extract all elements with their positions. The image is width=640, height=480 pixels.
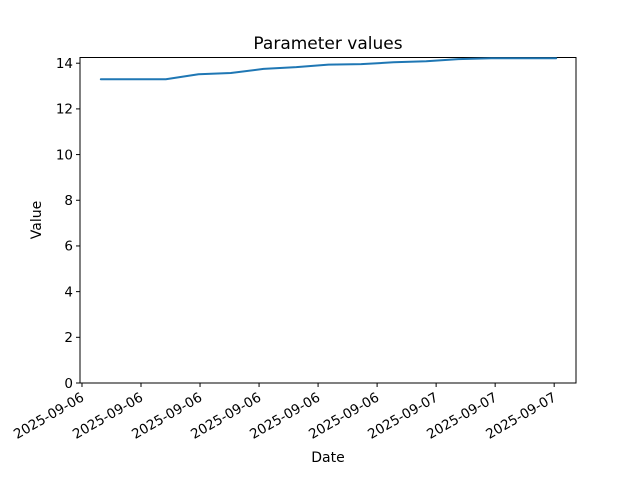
y-tick-label: 10 — [56, 147, 73, 163]
x-axis-label: Date — [311, 450, 344, 466]
y-tick-label: 6 — [64, 239, 73, 255]
y-axis-label: Value — [29, 201, 45, 239]
plot-area: 024681012142025-09-062025-09-062025-09-0… — [11, 56, 577, 443]
y-tick-label: 8 — [64, 193, 73, 209]
y-tick-label: 12 — [56, 102, 73, 118]
data-line — [99, 57, 558, 81]
y-tick-label: 0 — [64, 376, 73, 392]
chart-title: Parameter values — [253, 34, 402, 54]
y-tick-label: 4 — [64, 284, 73, 300]
y-tick-label: 2 — [64, 330, 73, 346]
plot-frame — [79, 57, 577, 384]
y-tick-label: 14 — [56, 56, 73, 72]
